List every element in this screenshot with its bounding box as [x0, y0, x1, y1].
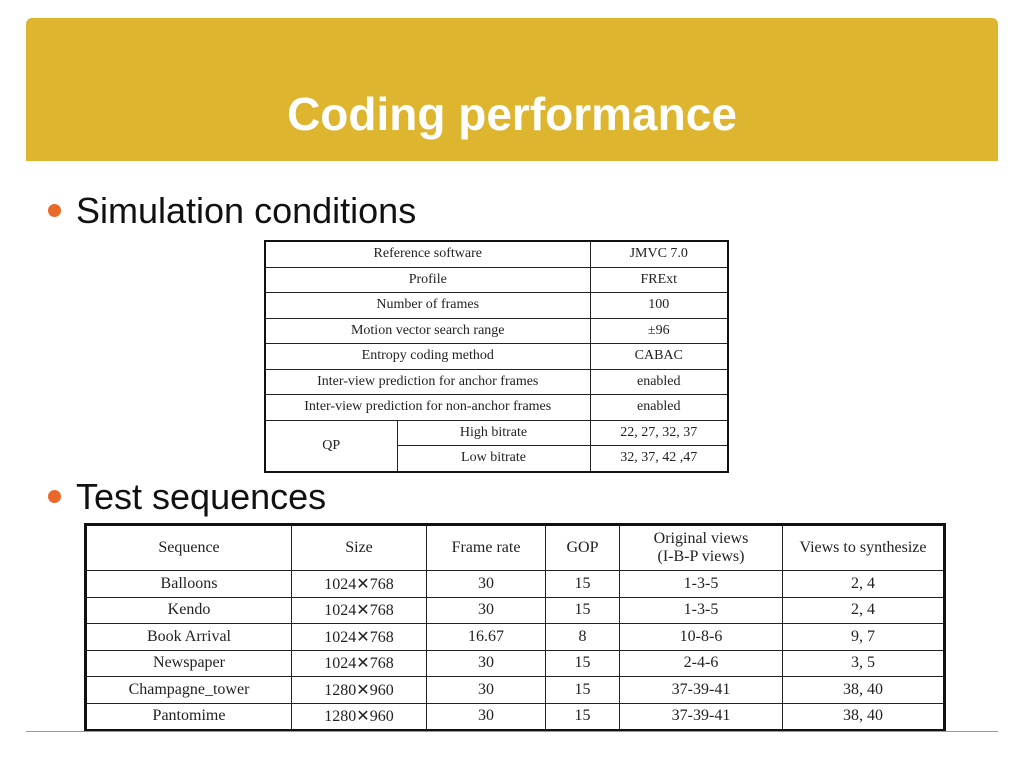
column-header: GOP [545, 524, 620, 571]
table-cell: Balloons [85, 570, 292, 598]
table-cell: enabled [589, 368, 729, 395]
table-cell: 2-4-6 [619, 649, 783, 677]
table-cell: 1-3-5 [619, 596, 783, 624]
table-cell: ±96 [589, 317, 729, 344]
table-cell: 1280✕960 [291, 676, 427, 704]
table-cell: 30 [426, 676, 546, 704]
column-header: Sequence [85, 524, 292, 571]
table-cell: CABAC [589, 343, 729, 370]
table-cell: 3, 5 [782, 649, 945, 677]
table-cell: 8 [545, 623, 620, 651]
table-cell: 1024✕768 [291, 623, 427, 651]
bullet-text: Simulation conditions [76, 190, 417, 231]
column-header: Original views (I-B-P views) [619, 524, 783, 571]
table-row: Reference software JMVC 7.0 [264, 240, 729, 268]
table-cell: 15 [545, 649, 620, 677]
table-cell: Entropy coding method [264, 343, 591, 370]
table-cell: Pantomime [85, 702, 292, 731]
table-cell: 15 [545, 596, 620, 624]
table-cell: 37-39-41 [619, 676, 783, 704]
table-cell: 1280✕960 [291, 702, 427, 731]
table-row: Motion vector search range ±96 [264, 317, 729, 344]
table-cell: 1024✕768 [291, 596, 427, 624]
table-cell: 10-8-6 [619, 623, 783, 651]
table-row: Number of frames 100 [264, 292, 729, 319]
table-cell: 22, 27, 32, 37 [589, 419, 729, 446]
table-cell: Profile [264, 266, 591, 293]
table-row: Kendo 1024✕768 30 15 1-3-5 2, 4 [85, 596, 945, 624]
table-row: QP High bitrate 22, 27, 32, 37 [264, 419, 729, 472]
table-cell: Book Arrival [85, 623, 292, 651]
table-cell: 38, 40 [782, 676, 945, 704]
column-header-line: (I-B-P views) [657, 548, 745, 565]
table-cell: 37-39-41 [619, 702, 783, 731]
table-row: Sequence Size Frame rate GOP Original views(… [85, 524, 945, 571]
table-cell: 30 [426, 570, 546, 598]
table-cell: JMVC 7.0 [589, 240, 729, 268]
table-cell: Inter-view prediction for anchor frames [264, 368, 591, 395]
table-row: Profile FRExt [264, 266, 729, 293]
table-cell: 15 [545, 570, 620, 598]
table-cell: 1024✕768 [291, 570, 427, 598]
table-cell: Newspaper [85, 649, 292, 677]
table-cell: Inter-view prediction for non-anchor fra… [264, 394, 591, 421]
table-cell: 30 [426, 596, 546, 624]
column-header: Frame rate [426, 524, 546, 571]
bullet-text: Test sequences [76, 476, 327, 517]
table-cell: High bitrate [396, 419, 591, 446]
table-cell: Champagne_tower [85, 676, 292, 704]
table-row: Entropy coding method CABAC [264, 343, 729, 370]
table-cell: enabled [589, 394, 729, 421]
table-row: Champagne_tower 1280✕960 30 15 37-39-41 38, 4… [85, 676, 945, 704]
table-cell: 2, 4 [782, 570, 945, 598]
bullet-dot-icon [48, 204, 61, 217]
table-cell: 32, 37, 42 ,47 [589, 445, 729, 472]
table-cell: Kendo [85, 596, 292, 624]
table-row: Book Arrival 1024✕768 16.67 8 10-8-6 9, 7 [85, 623, 945, 651]
bullet-dot-icon [48, 490, 61, 503]
table-cell: 30 [426, 702, 546, 731]
table-row: Low bitrate 32, 37, 42 ,47 [265, 445, 729, 472]
table-cell: 9, 7 [782, 623, 945, 651]
table-cell: FRExt [589, 266, 729, 293]
table-cell: 1-3-5 [619, 570, 783, 598]
column-header: Views to synthesize [782, 524, 945, 571]
table-cell: Motion vector search range [264, 317, 591, 344]
table-row: Inter-view prediction for anchor frames e… [264, 368, 729, 395]
table-cell: 2, 4 [782, 596, 945, 624]
table-cell: 1024✕768 [291, 649, 427, 677]
table-cell: QP [264, 419, 398, 472]
table-cell: 15 [545, 676, 620, 704]
test-sequences-table: Sequence Size Frame rate GOP Original views(… [84, 523, 946, 732]
table-cell: 38, 40 [782, 702, 945, 731]
table-cell: 16.67 [426, 623, 546, 651]
table-cell: 30 [426, 649, 546, 677]
column-header: Size [291, 524, 427, 571]
slide-title: Coding performance [287, 88, 737, 140]
table-cell: Reference software [264, 240, 591, 268]
simulation-conditions-table: Reference software JMVC 7.0 Profile FRExt Nu… [264, 240, 729, 473]
table-row: Pantomime 1280✕960 30 15 37-39-41 38, 40 [85, 702, 945, 731]
table-row: Inter-view prediction for non-anchor fra… [264, 394, 729, 421]
table-cell: 15 [545, 702, 620, 731]
table-row: Balloons 1024✕768 30 15 1-3-5 2, 4 [85, 570, 945, 598]
table-row: Newspaper 1024✕768 30 15 2-4-6 3, 5 [85, 649, 945, 677]
table-cell: Low bitrate [396, 445, 591, 472]
column-header-line: Original views [653, 530, 749, 547]
title-banner: Coding performance [26, 18, 998, 161]
table-cell: Number of frames [264, 292, 591, 319]
footer-divider [26, 731, 998, 732]
table-cell: 100 [589, 292, 729, 319]
